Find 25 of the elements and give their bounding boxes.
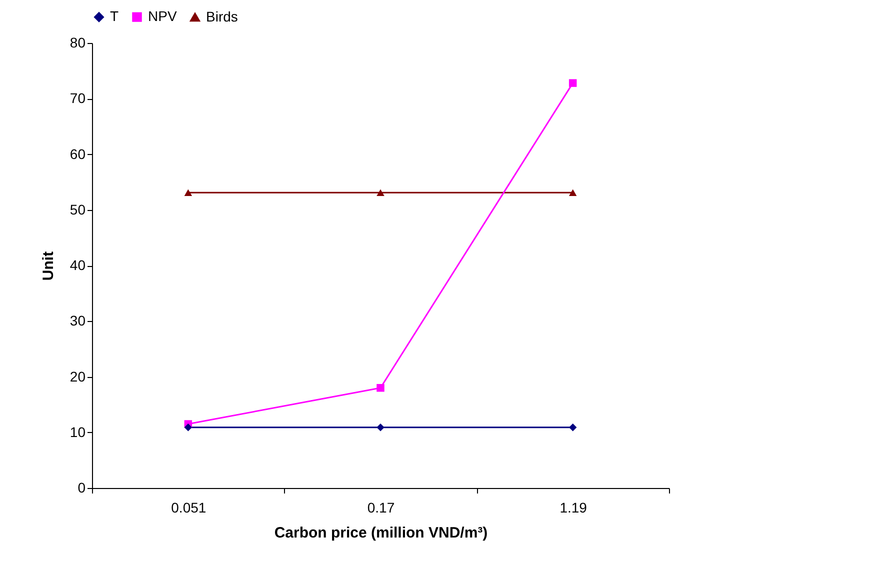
y-tick-label: 30	[70, 312, 86, 329]
legend-label: NPV	[148, 8, 178, 24]
point	[376, 384, 384, 392]
x-tick-label: 1.19	[560, 500, 588, 516]
point	[568, 423, 577, 432]
point	[376, 189, 384, 196]
point	[376, 423, 384, 432]
y-tick-label: 60	[70, 146, 86, 162]
y-tick-label: 70	[70, 90, 86, 106]
y-axis-title: Unit	[40, 251, 57, 281]
legend-label: T	[110, 8, 119, 24]
y-tick-label: 80	[70, 34, 86, 50]
y-tick-label: 40	[70, 257, 86, 273]
x-axis-title: Carbon price (million VND/m³)	[274, 524, 488, 542]
x-tick-label: 0.051	[171, 500, 206, 516]
y-tick-label: 50	[70, 201, 86, 218]
x-tick-label: 0.17	[367, 500, 395, 516]
point	[184, 189, 192, 196]
point	[568, 79, 577, 87]
y-tick-label: 0	[78, 480, 86, 496]
y-tick-label: 20	[70, 368, 86, 384]
y-tick-label: 10	[70, 424, 86, 440]
point	[568, 189, 577, 196]
point	[184, 423, 192, 432]
legend-label: Birds	[206, 8, 238, 24]
